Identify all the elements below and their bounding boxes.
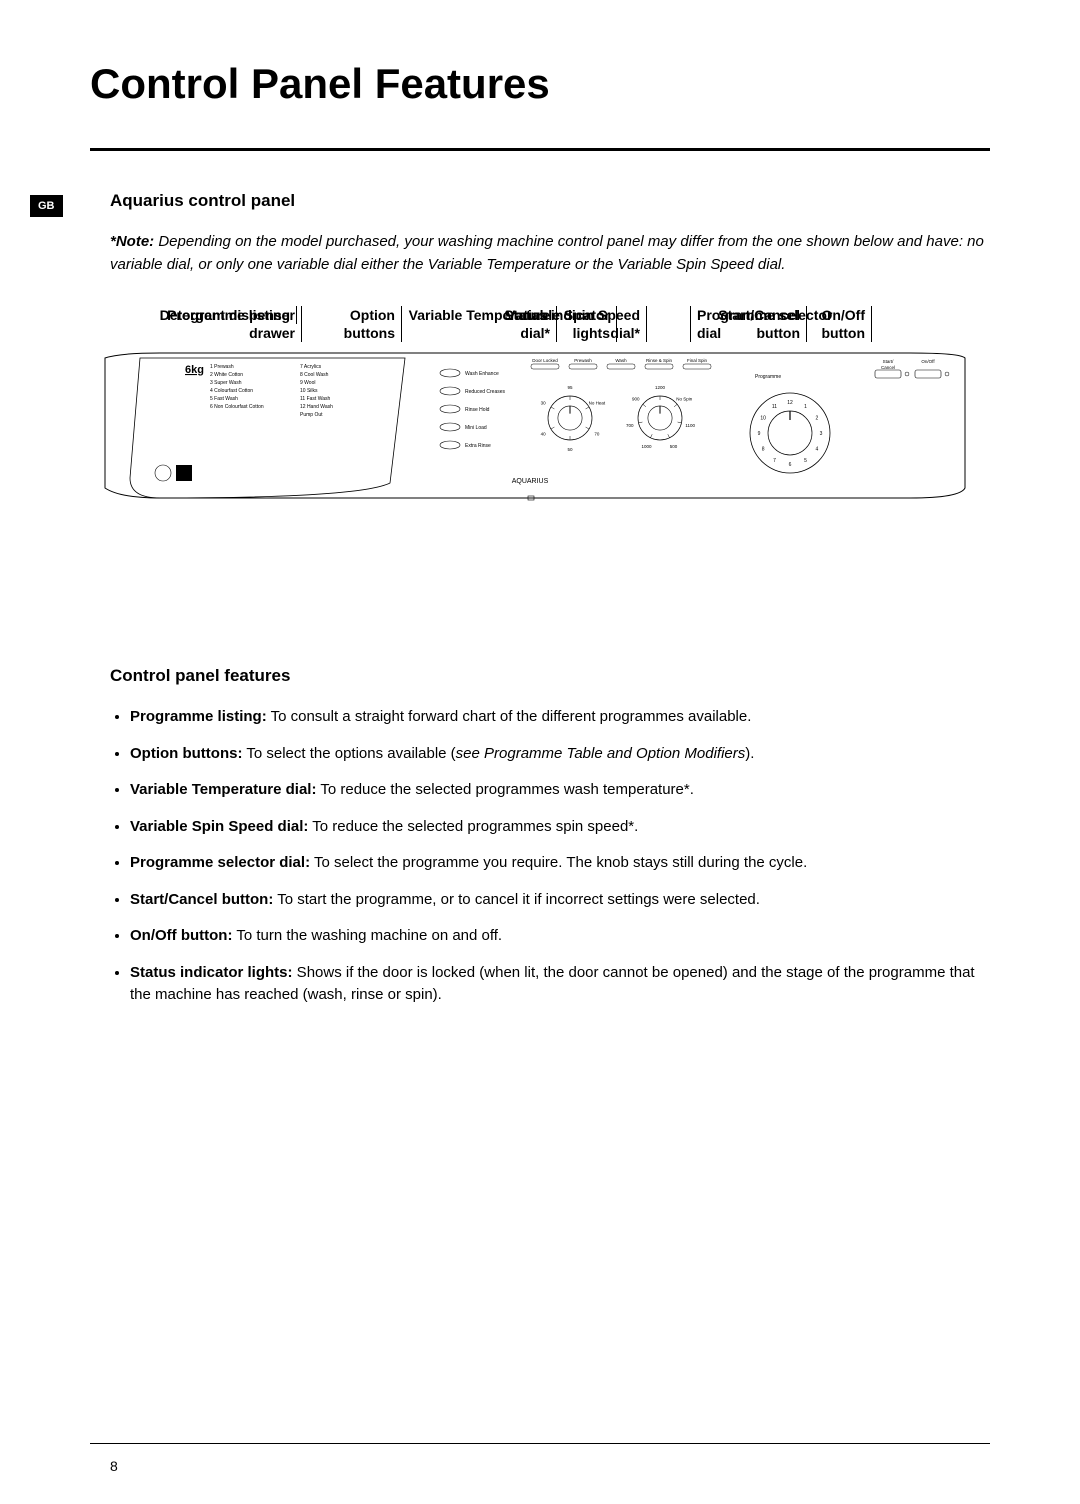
svg-text:2 White Cotton: 2 White Cotton: [210, 372, 243, 378]
svg-text:2: 2: [815, 416, 818, 422]
svg-text:No Heat: No Heat: [589, 401, 606, 406]
svg-text:1100: 1100: [685, 423, 695, 428]
svg-text:Mini Load: Mini Load: [465, 425, 487, 431]
svg-text:12: 12: [787, 400, 793, 406]
feature-item: Programme selector dial: To select the p…: [130, 852, 990, 875]
svg-text:Programme: Programme: [755, 374, 781, 380]
section-subtitle: Aquarius control panel: [110, 191, 990, 211]
brand-label: AQUARIUS: [512, 478, 549, 485]
load-label: 6kg: [185, 364, 204, 376]
svg-text:4 Colourfast Cotton: 4 Colourfast Cotton: [210, 388, 253, 394]
page-title: Control Panel Features: [90, 60, 990, 108]
features-heading: Control panel features: [110, 666, 990, 686]
svg-text:11 Fast Wash: 11 Fast Wash: [300, 396, 331, 402]
svg-text:8 Cool Wash: 8 Cool Wash: [300, 372, 329, 378]
svg-text:700: 700: [626, 423, 634, 428]
svg-text:4: 4: [815, 447, 818, 453]
svg-text:7: 7: [773, 458, 776, 464]
callout-dispenser: Detergent dispenserdrawer: [140, 306, 302, 342]
feature-item: Variable Spin Speed dial: To reduce the …: [130, 816, 990, 839]
svg-text:10: 10: [760, 416, 766, 422]
svg-text:95: 95: [567, 385, 573, 390]
svg-text:Rinse & Spin: Rinse & Spin: [646, 358, 673, 363]
feature-item: Status indicator lights: Shows if the do…: [130, 962, 990, 1007]
note-prefix: *Note:: [110, 233, 154, 250]
svg-text:9 Wool: 9 Wool: [300, 380, 315, 386]
svg-text:Start/: Start/: [883, 359, 895, 364]
svg-text:30: 30: [541, 401, 547, 406]
svg-text:50: 50: [567, 447, 573, 452]
svg-text:Cancel: Cancel: [881, 365, 895, 370]
svg-text:Door Locked: Door Locked: [532, 358, 558, 363]
rule-light: [90, 1443, 990, 1444]
note-body: Depending on the model purchased, your w…: [110, 233, 984, 273]
svg-text:3 Super Wash: 3 Super Wash: [210, 380, 242, 386]
page-number: 8: [110, 1458, 118, 1474]
svg-text:Final Spin: Final Spin: [687, 358, 708, 363]
svg-text:900: 900: [632, 397, 640, 402]
rule-heavy: [90, 148, 990, 151]
svg-text:70: 70: [594, 432, 600, 437]
feature-item: Option buttons: To select the options av…: [130, 743, 990, 766]
country-badge: GB: [30, 195, 63, 217]
svg-text:On/Off: On/Off: [921, 359, 935, 364]
control-panel-diagram: Programme listing Optionbuttons Status i…: [110, 306, 990, 606]
svg-text:7 Acrylics: 7 Acrylics: [300, 364, 322, 370]
svg-text:11: 11: [772, 404, 777, 410]
callout-prog-selector: Programme selectordial: [690, 306, 857, 342]
svg-text:Extra Rinse: Extra Rinse: [465, 443, 491, 449]
panel-svg: 6kg 1 Prewash 2 White Cotton 3 Super Wash 4…: [100, 348, 970, 518]
svg-text:No Spin: No Spin: [676, 397, 693, 402]
svg-text:500: 500: [670, 444, 678, 449]
svg-text:40: 40: [541, 432, 547, 437]
svg-text:1 Prewash: 1 Prewash: [210, 364, 234, 370]
svg-text:5: 5: [804, 458, 807, 464]
svg-text:Wash: Wash: [615, 358, 627, 363]
feature-item: Start/Cancel button: To start the progra…: [130, 889, 990, 912]
feature-item: On/Off button: To turn the washing machi…: [130, 925, 990, 948]
svg-text:12 Hand Wash: 12 Hand Wash: [300, 404, 333, 410]
svg-text:3: 3: [820, 431, 823, 437]
svg-text:6 Non Colourfast Cotton: 6 Non Colourfast Cotton: [210, 404, 264, 410]
svg-text:1200: 1200: [655, 385, 666, 390]
svg-text:Prewash: Prewash: [574, 358, 592, 363]
svg-text:Wash Enhance: Wash Enhance: [465, 371, 499, 377]
callout-var-spin: Variable Spin Speeddial*: [490, 306, 647, 342]
feature-item: Programme listing: To consult a straight…: [130, 706, 990, 729]
svg-text:Reduced Creases: Reduced Creases: [465, 389, 506, 395]
note-text: *Note: Depending on the model purchased,…: [110, 231, 990, 276]
svg-text:1: 1: [804, 404, 807, 410]
feature-item: Variable Temperature dial: To reduce the…: [130, 779, 990, 802]
svg-text:5 Fast Wash: 5 Fast Wash: [210, 396, 238, 402]
svg-text:9: 9: [758, 431, 761, 437]
svg-text:8: 8: [762, 447, 765, 453]
svg-text:6: 6: [789, 462, 792, 468]
svg-text:1000: 1000: [642, 444, 653, 449]
svg-text:Rinse Hold: Rinse Hold: [465, 407, 490, 413]
svg-text:10 Silks: 10 Silks: [300, 388, 318, 394]
features-list: Programme listing: To consult a straight…: [110, 706, 990, 1007]
svg-text:Pump Out: Pump Out: [300, 412, 323, 418]
